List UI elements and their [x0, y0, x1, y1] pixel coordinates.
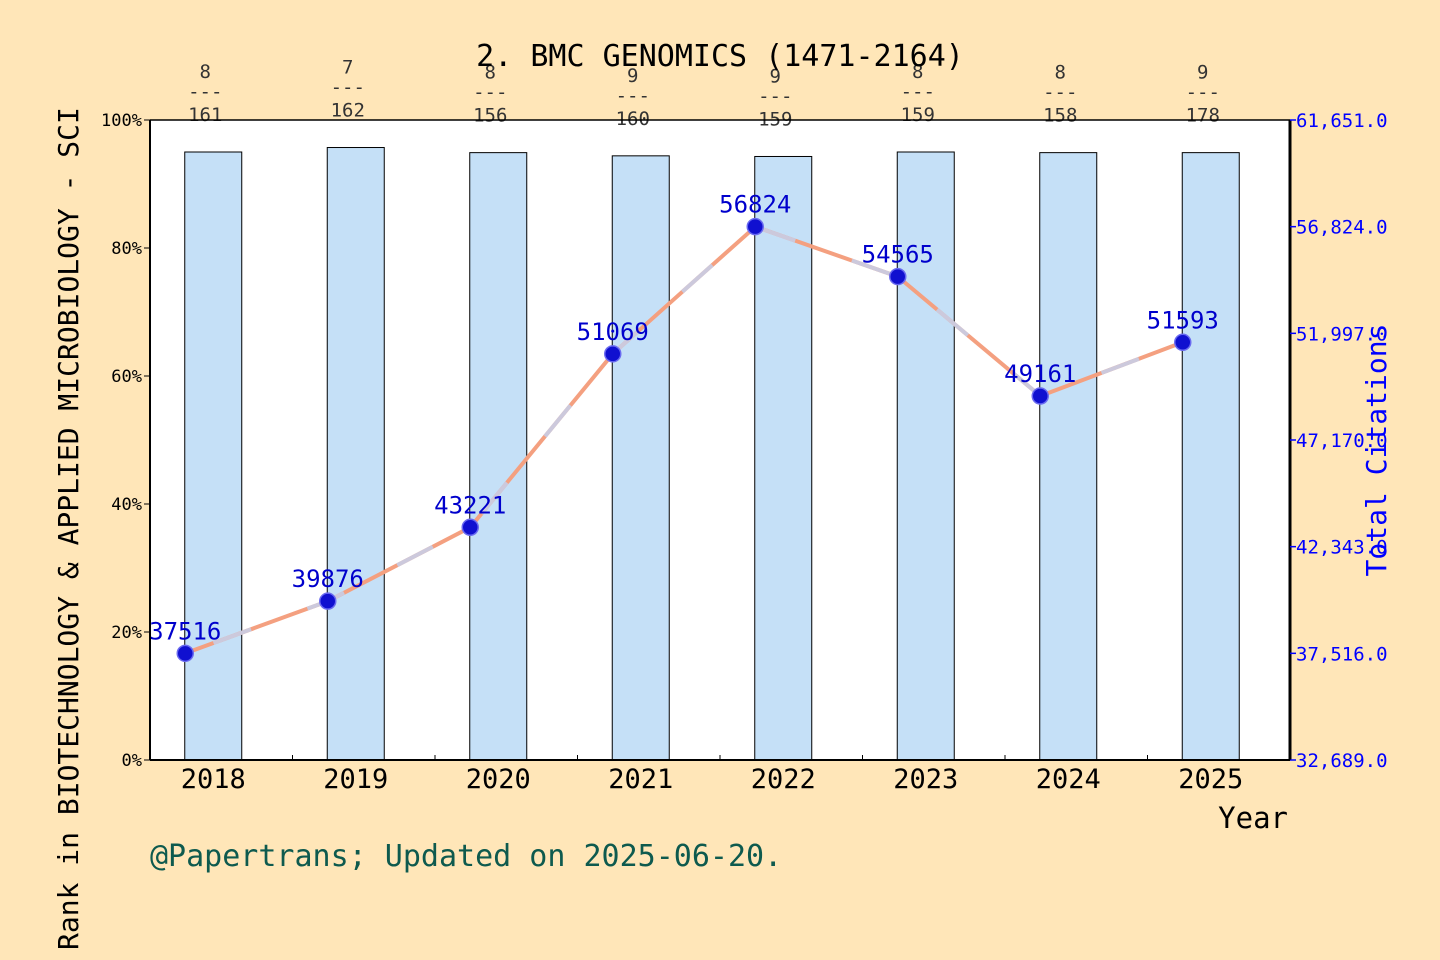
- right-axis-label: Total Citations: [1360, 324, 1393, 577]
- rank-separator-2019: ---: [331, 77, 365, 99]
- rank-label-2024: 8: [1055, 62, 1066, 84]
- right-axis-ticks: 32,689.0 37,516.0 42,343.0 47,170.0 51,997.0…: [1290, 110, 1388, 772]
- total-label-2021: 160: [616, 108, 650, 130]
- rank-label-2018: 8: [200, 61, 211, 83]
- rank-separator-2023: ---: [901, 81, 935, 103]
- footer-note: @Papertrans; Updated on 2025-06-20.: [150, 839, 782, 874]
- rank-label-2021: 9: [627, 65, 638, 87]
- left-tick-label: 100%: [101, 111, 142, 131]
- point-2022: [746, 217, 764, 236]
- total-label-2023: 159: [901, 104, 935, 126]
- total-label-2018: 161: [188, 104, 222, 126]
- bar-2018: [184, 151, 243, 761]
- x-axis-label: Year: [1218, 801, 1288, 835]
- right-tick-label: 51,997.0: [1296, 323, 1388, 345]
- right-tick-label: 56,824.0: [1296, 217, 1388, 239]
- point-2023: [889, 267, 907, 286]
- right-tick-label: 32,689.0: [1296, 750, 1388, 772]
- citations-line-highlight: [184, 224, 1184, 656]
- right-tick-label: 37,516.0: [1296, 643, 1388, 665]
- value-label-2025: 51593: [1147, 306, 1219, 334]
- left-tick-label: 20%: [111, 623, 142, 643]
- value-label-2022: 56824: [719, 191, 791, 219]
- point-2020: [461, 518, 479, 537]
- rank-label-2019: 7: [342, 57, 353, 79]
- x-tick-label-2019: 2019: [323, 764, 388, 795]
- x-tick-label-2018: 2018: [181, 764, 246, 795]
- left-tick-label: 0%: [122, 751, 142, 771]
- x-tick-label-2024: 2024: [1036, 764, 1101, 795]
- bar-2024: [1039, 152, 1098, 761]
- left-tick-label: 40%: [111, 495, 142, 515]
- left-axis-label: Rank in BIOTECHNOLOGY & APPLIED MICROBIO…: [52, 107, 85, 950]
- value-label-2019: 39876: [292, 565, 364, 593]
- bar-2022: [754, 155, 813, 761]
- point-2018: [176, 644, 194, 663]
- x-tick-label-2022: 2022: [751, 764, 816, 795]
- value-label-2023: 54565: [862, 241, 934, 269]
- x-axis-ticks: 2018 2019 2020 2021 2022 2023 2024 2025: [149, 755, 1291, 795]
- left-axis-ticks: 0% 20% 40% 60% 80% 100%: [101, 111, 150, 771]
- total-label-2019: 162: [331, 100, 365, 122]
- bar-2025: [1181, 152, 1240, 761]
- line-series: [176, 217, 1192, 663]
- rank-separator-2025: ---: [1186, 82, 1220, 104]
- point-labels: 37516 39876 43221 51069 56824 54565 49161 51593: [149, 191, 1219, 646]
- x-tick-label-2020: 2020: [466, 764, 531, 795]
- rank-label-2023: 8: [912, 61, 923, 83]
- x-tick-label-2025: 2025: [1178, 764, 1243, 795]
- total-label-2025: 178: [1186, 105, 1220, 127]
- value-label-2018: 37516: [149, 617, 221, 645]
- bar-series: [184, 147, 1240, 761]
- bar-2020: [469, 152, 528, 761]
- total-label-2024: 158: [1043, 105, 1077, 127]
- point-2019: [319, 592, 337, 610]
- point-2024: [1031, 387, 1049, 405]
- rank-separator-2020: ---: [473, 82, 507, 104]
- x-tick-label-2023: 2023: [893, 764, 958, 795]
- left-tick-label: 60%: [111, 367, 142, 387]
- point-2021: [604, 345, 622, 363]
- right-tick-label: 61,651.0: [1296, 110, 1388, 132]
- chart-title: 2. BMC GENOMICS (1471-2164): [476, 39, 964, 74]
- rank-label-2022: 9: [770, 65, 781, 87]
- value-label-2024: 49161: [1004, 360, 1076, 388]
- left-tick-label: 80%: [111, 239, 142, 259]
- rank-separator-2021: ---: [616, 85, 650, 107]
- rank-separator-2018: ---: [188, 81, 222, 103]
- right-tick-label: 47,170.0: [1296, 430, 1388, 452]
- rank-label-2025: 9: [1197, 62, 1208, 84]
- rank-separator-2024: ---: [1043, 82, 1077, 104]
- point-2025: [1174, 333, 1192, 352]
- x-tick-label-2021: 2021: [608, 764, 673, 795]
- value-label-2020: 43221: [434, 491, 506, 519]
- bar-2021: [611, 155, 670, 761]
- rank-label-2020: 8: [485, 62, 496, 84]
- total-label-2020: 156: [473, 105, 507, 127]
- right-tick-label: 42,343.0: [1296, 537, 1388, 559]
- rank-separator-2022: ---: [758, 85, 792, 107]
- value-label-2021: 51069: [577, 318, 649, 346]
- bar-2019: [326, 147, 385, 761]
